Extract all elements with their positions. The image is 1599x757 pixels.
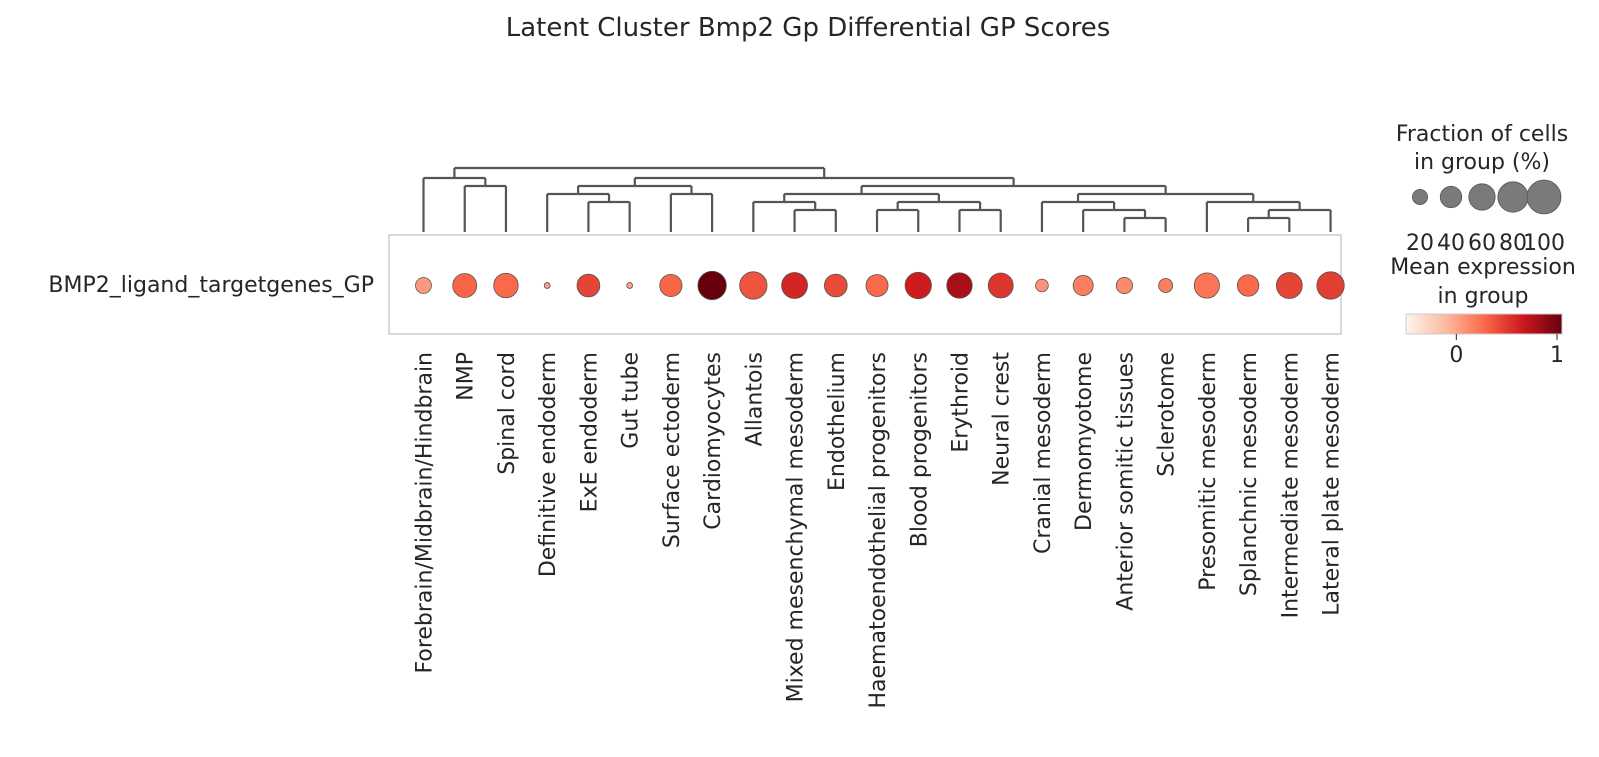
size-legend-label-60: 60 <box>1468 231 1496 256</box>
colorbar-tick-label-1: 1 <box>1550 343 1564 368</box>
gene-label: BMP2_ligand_targetgenes_GP <box>48 273 374 298</box>
x-tick-label-9: Mixed mesenchymal mesoderm <box>784 352 809 702</box>
x-tick-label-10: Endothelium <box>825 352 850 491</box>
dot-16 <box>1072 275 1094 296</box>
size-legend-dot-20 <box>1411 188 1429 206</box>
dot-13 <box>946 272 973 299</box>
dot-3 <box>543 282 551 289</box>
size-legend-label-80: 80 <box>1499 231 1527 256</box>
x-tick-label-15: Cranial mesoderm <box>1031 352 1056 554</box>
dot-17 <box>1115 276 1133 295</box>
dot-8 <box>739 271 768 300</box>
size-legend-label-40: 40 <box>1437 231 1465 256</box>
x-tick-label-18: Sclerotome <box>1155 352 1180 477</box>
x-tick-label-6: Surface ectoderm <box>660 352 685 548</box>
size-legend-label-100: 100 <box>1523 231 1565 256</box>
dot-14 <box>987 272 1014 299</box>
x-tick-label-7: Cardiomyocytes <box>701 352 726 530</box>
size-legend: Fraction of cells in group (%) 20 40 60 801… <box>1396 122 1568 256</box>
dot-19 <box>1193 272 1220 299</box>
dot-9 <box>781 272 808 299</box>
x-tick-label-11: Haematoendothelial progenitors <box>866 352 891 709</box>
dot-10 <box>823 273 848 298</box>
x-tick-label-21: Intermediate mesoderm <box>1278 352 1303 618</box>
x-tick-label-8: Allantois <box>742 352 767 446</box>
size-legend-dot-80 <box>1497 181 1529 213</box>
dot-20 <box>1236 274 1260 297</box>
dot-12 <box>904 271 932 300</box>
size-legend-title-line2: in group (%) <box>1414 150 1550 175</box>
x-tick-label-14: Neural crest <box>990 352 1015 486</box>
size-legend-label-20: 20 <box>1406 231 1434 256</box>
dot-7 <box>697 270 727 301</box>
dot-0 <box>415 277 432 294</box>
dot-11 <box>865 274 889 297</box>
x-tick-labels: Forebrain/Midbrain/Hindbrain NMP Spinal co… <box>413 352 1345 709</box>
x-tick-label-22: Lateral plate mesoderm <box>1320 352 1345 616</box>
x-tick-label-17: Anterior somitic tissues <box>1113 352 1138 611</box>
x-tick-label-19: Presomitic mesoderm <box>1196 352 1221 591</box>
size-legend-title-line1: Fraction of cells <box>1396 122 1568 147</box>
color-legend-title-line2: in group <box>1438 284 1529 309</box>
colorbar-tick-label-0: 0 <box>1449 343 1463 368</box>
dot-2 <box>493 272 519 299</box>
dendrogram <box>422 166 1332 232</box>
x-tick-label-12: Blood progenitors <box>907 352 932 547</box>
size-legend-dot-60 <box>1468 183 1496 211</box>
x-tick-label-4: ExE endoderm <box>577 352 602 512</box>
dot-5 <box>626 282 633 289</box>
colorbar <box>1405 313 1563 335</box>
x-tick-label-16: Dermomyotome <box>1072 352 1097 531</box>
size-legend-dot-100 <box>1526 179 1562 215</box>
dot-1 <box>452 273 478 298</box>
x-tick-label-20: Splanchnic mesoderm <box>1237 352 1262 596</box>
chart-title: Latent Cluster Bmp2 Gp Differential GP S… <box>506 13 1111 43</box>
dot-21 <box>1275 272 1303 299</box>
color-legend-title-line1: Mean expression <box>1390 255 1576 280</box>
dots-layer <box>415 270 1345 301</box>
x-tick-label-5: Gut tube <box>619 352 644 449</box>
x-tick-label-3: Definitive endoderm <box>536 352 561 577</box>
size-legend-dot-40 <box>1439 185 1463 209</box>
x-tick-label-2: Spinal cord <box>495 352 520 475</box>
x-tick-label-13: Erythroid <box>948 352 973 453</box>
x-tick-label-1: NMP <box>454 352 479 401</box>
dot-18 <box>1158 278 1174 293</box>
dot-6 <box>659 273 683 298</box>
dot-15 <box>1035 278 1049 293</box>
dot-22 <box>1316 271 1345 300</box>
dot-4 <box>576 273 601 298</box>
x-tick-label-0: Forebrain/Midbrain/Hindbrain <box>413 352 438 674</box>
